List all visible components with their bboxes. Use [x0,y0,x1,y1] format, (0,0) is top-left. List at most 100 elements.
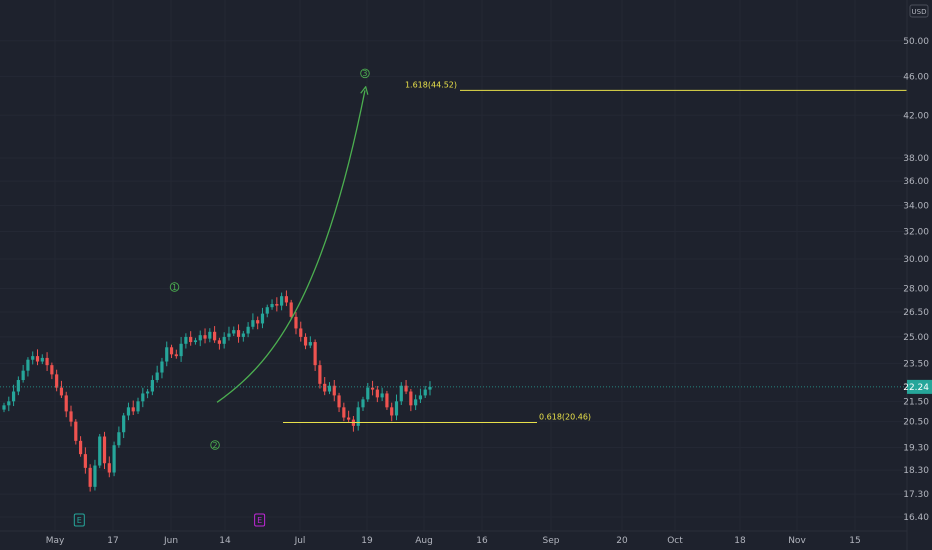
wave-label-1: 1 [169,282,180,292]
candle-body [179,343,183,357]
price-tick-label: 38.00 [903,154,929,164]
earnings-event-box [254,513,266,527]
last-price-tag [907,379,932,394]
candle-body [418,395,423,400]
candle-body [208,331,212,339]
time-tick-label: Jul [294,536,306,546]
wave-label-3: 3 [360,68,370,78]
time-tick-label: Aug [415,536,433,546]
candle-body [78,440,83,455]
price-tick-label: 16.40 [903,513,929,523]
candle-body [117,432,121,446]
time-tick-label: Nov [788,536,806,546]
earnings-event-box [73,513,85,527]
candle-body [275,304,279,306]
candles [2,290,432,492]
candle-body [370,387,375,390]
candle-body [7,401,11,406]
earnings-event-marker: E [254,513,266,527]
drawings: 1.618(44.52) 0.618(20.46) 1 2 3 [169,68,907,450]
candle-body [366,387,370,400]
time-tick-label: 19 [361,536,373,546]
time-tick-label: Sep [543,536,560,546]
candle-body [347,417,351,420]
candle-body [107,463,111,473]
candle-body [222,336,226,344]
candle-body [145,391,150,394]
price-tick-label: 25.00 [903,333,929,343]
candle-body [2,405,6,410]
candle-body [217,340,221,344]
candle-body [227,333,231,337]
candle-body [193,340,198,343]
candle-body [184,336,188,344]
time-axis[interactable]: May 17 Jun 14 Jul 19 Aug 16 Sep 20 Oct 18 Nov 15 [46,536,861,546]
wave-label-circle [210,440,220,450]
candle-body [35,356,40,362]
time-tick-label: 15 [849,536,860,546]
time-tick-label: 18 [734,536,746,546]
price-tick-label: 17.30 [903,490,929,500]
time-tick-label: Oct [667,536,683,546]
wave-label-circle [169,282,180,292]
candle-body [74,421,78,441]
earnings-event-label: E [77,516,82,525]
candle-body [361,399,365,408]
candle-body [11,391,16,402]
candle-body [280,296,284,306]
candle-body [64,395,68,412]
candle-body [98,436,102,466]
wave-label-text: 2 [213,441,218,450]
wave-label-2: 2 [210,440,220,450]
wave-label-text: 1 [172,283,177,292]
candle-body [308,342,312,346]
candle-body [213,331,217,341]
candle-body [21,370,25,381]
price-tick-label: 23.50 [903,359,929,369]
candle-body [236,330,241,337]
candle-body [251,320,255,327]
candle-body [102,436,107,464]
candle-body [232,330,236,334]
fib-level-0618-label: 0.618(20.46) [539,413,591,422]
candle-body [399,385,403,402]
candle-body [246,326,250,334]
currency-label: USD [912,8,927,16]
candle-body [289,302,293,317]
candle-body [294,316,298,329]
candle-body [404,385,408,392]
candle-body [428,386,432,390]
candle-body [299,328,303,337]
candle-body [327,385,332,392]
candle-body [55,374,59,388]
candle-body [26,359,30,371]
candle-body [45,357,49,366]
currency-badge[interactable] [909,4,929,18]
candle-body [198,335,202,341]
price-axis[interactable]: 50.00 46.00 42.00 38.00 36.00 34.00 32.00 30.00… [903,37,929,523]
time-tick-label: 20 [616,536,628,546]
earnings-event-marker: E [73,513,85,527]
time-tick-label: 16 [476,536,488,546]
candle-body [40,357,44,362]
candle-body [69,411,73,422]
candle-body [126,407,131,416]
time-tick-label: Jun [163,536,178,546]
fib-level-1618-label: 1.618(44.52) [405,80,457,89]
time-tick-label: May [46,536,65,546]
candle-body [88,467,92,487]
candle-body [169,347,174,355]
price-tick-label: 18.30 [903,466,929,476]
candle-body [165,347,169,362]
candle-body [356,407,360,426]
price-tick-label: 19.30 [903,443,929,453]
candle-body [385,393,389,408]
candle-body [323,383,327,392]
price-tick-label: 28.00 [903,284,929,294]
candle-body [131,407,135,412]
candle-body [332,385,336,396]
